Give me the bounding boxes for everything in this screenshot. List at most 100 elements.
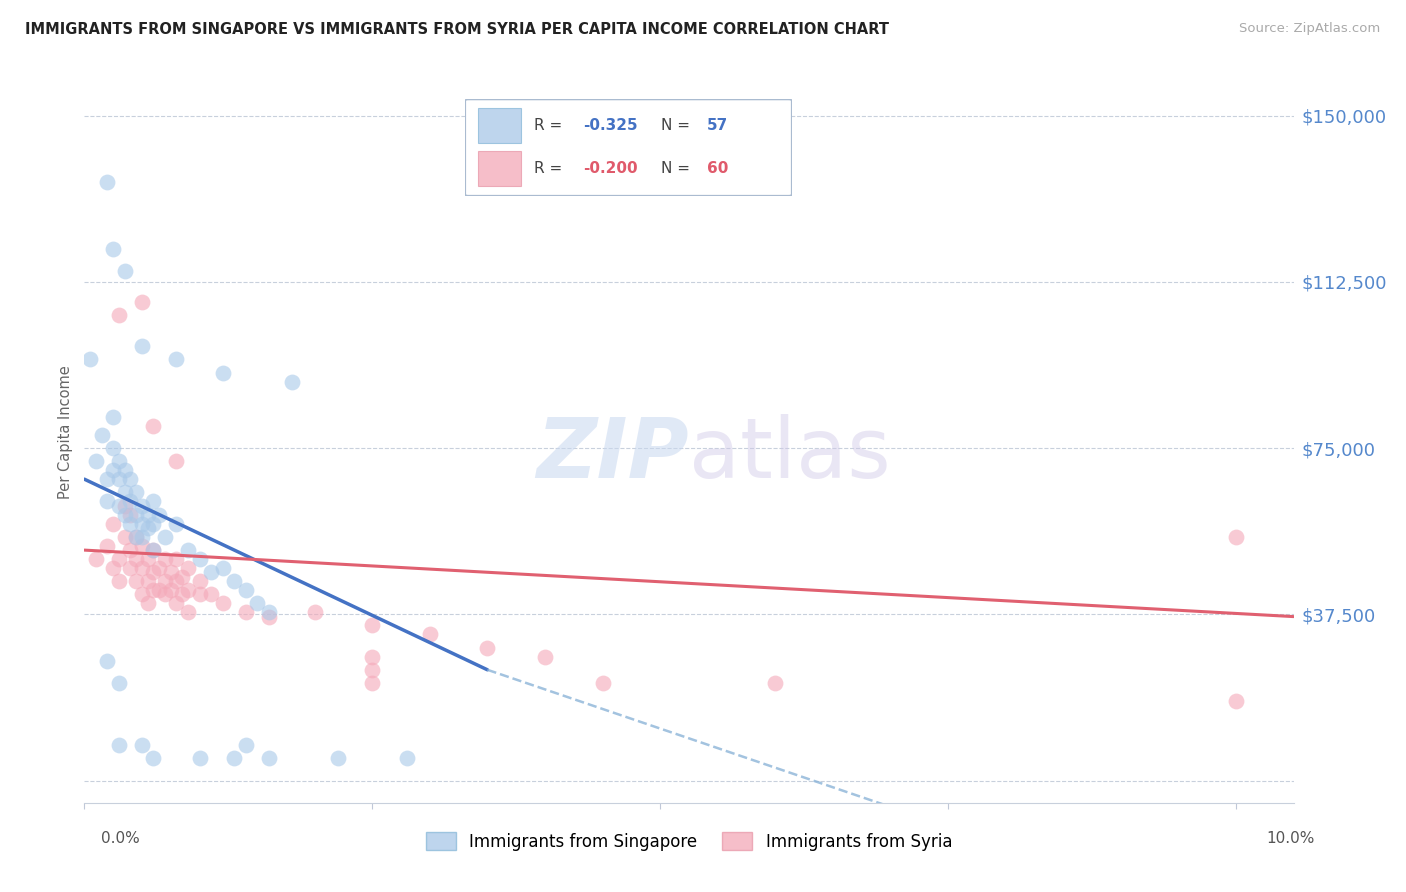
Point (136, 596, 159, 610)
Text: atlas: atlas (689, 414, 890, 495)
Point (200, 587, 222, 601)
Point (419, 627, 441, 641)
Point (114, 499, 136, 513)
Point (120, 516, 142, 531)
Point (84, 552, 107, 566)
Point (177, 605, 200, 619)
Point (246, 596, 269, 610)
Point (361, 663, 384, 677)
Point (142, 566, 165, 580)
Point (131, 294, 153, 309)
Point (1225, 530, 1247, 544)
Point (131, 561, 153, 575)
Point (142, 419, 165, 434)
Point (361, 618, 384, 632)
Point (108, 499, 131, 513)
Text: 0.0%: 0.0% (101, 831, 141, 846)
Point (136, 574, 159, 588)
Point (131, 530, 153, 544)
Point (361, 649, 384, 664)
Point (222, 574, 245, 588)
Point (222, 751, 245, 765)
Point (592, 676, 614, 690)
Point (90, 427, 112, 442)
Point (96, 494, 118, 508)
Point (96, 654, 118, 668)
Point (326, 751, 349, 765)
Point (395, 751, 418, 765)
Point (534, 649, 557, 664)
Point (257, 609, 280, 624)
Point (166, 454, 188, 468)
Point (125, 485, 148, 500)
Point (114, 463, 136, 477)
Point (148, 582, 170, 597)
Point (114, 264, 136, 278)
Point (125, 552, 148, 566)
Point (148, 508, 170, 522)
Point (96, 539, 118, 553)
Point (188, 552, 211, 566)
Point (84, 454, 107, 468)
Point (159, 582, 181, 597)
Point (177, 561, 200, 575)
Point (477, 640, 499, 655)
Point (79, 352, 101, 367)
Text: IMMIGRANTS FROM SINGAPORE VS IMMIGRANTS FROM SYRIA PER CAPITA INCOME CORRELATION: IMMIGRANTS FROM SINGAPORE VS IMMIGRANTS … (25, 22, 890, 37)
Point (131, 339, 153, 353)
Point (131, 499, 153, 513)
Point (125, 530, 148, 544)
Point (153, 530, 176, 544)
Point (120, 543, 142, 558)
Text: ZIP: ZIP (536, 414, 689, 495)
Point (101, 410, 124, 425)
Legend: Immigrants from Singapore, Immigrants from Syria: Immigrants from Singapore, Immigrants fr… (419, 825, 959, 857)
Point (114, 485, 136, 500)
Point (235, 605, 257, 619)
Point (166, 574, 188, 588)
Point (108, 552, 131, 566)
Point (361, 676, 384, 690)
Point (177, 543, 200, 558)
Point (172, 570, 194, 584)
Point (101, 516, 124, 531)
Point (142, 543, 165, 558)
Point (136, 552, 159, 566)
Point (211, 366, 233, 380)
Point (153, 574, 176, 588)
Point (148, 561, 170, 575)
Point (108, 676, 131, 690)
Point (125, 574, 148, 588)
Point (101, 561, 124, 575)
Point (142, 543, 165, 558)
Point (188, 751, 211, 765)
Point (166, 516, 188, 531)
Point (159, 566, 181, 580)
Point (136, 521, 159, 535)
Point (120, 494, 142, 508)
Point (153, 552, 176, 566)
Point (142, 516, 165, 531)
Point (1225, 694, 1247, 708)
Point (257, 605, 280, 619)
Point (166, 596, 188, 610)
Point (108, 308, 131, 322)
Point (142, 494, 165, 508)
Point (153, 587, 176, 601)
Point (257, 751, 280, 765)
Y-axis label: Per Capita Income: Per Capita Income (58, 366, 73, 500)
Point (280, 375, 302, 389)
Point (131, 738, 153, 752)
Point (101, 463, 124, 477)
Point (172, 587, 194, 601)
Point (114, 530, 136, 544)
Point (211, 561, 233, 575)
Point (125, 508, 148, 522)
Point (142, 582, 165, 597)
Point (120, 508, 142, 522)
Point (763, 676, 786, 690)
Text: 10.0%: 10.0% (1267, 831, 1315, 846)
Point (131, 516, 153, 531)
Point (235, 738, 257, 752)
Point (166, 352, 188, 367)
